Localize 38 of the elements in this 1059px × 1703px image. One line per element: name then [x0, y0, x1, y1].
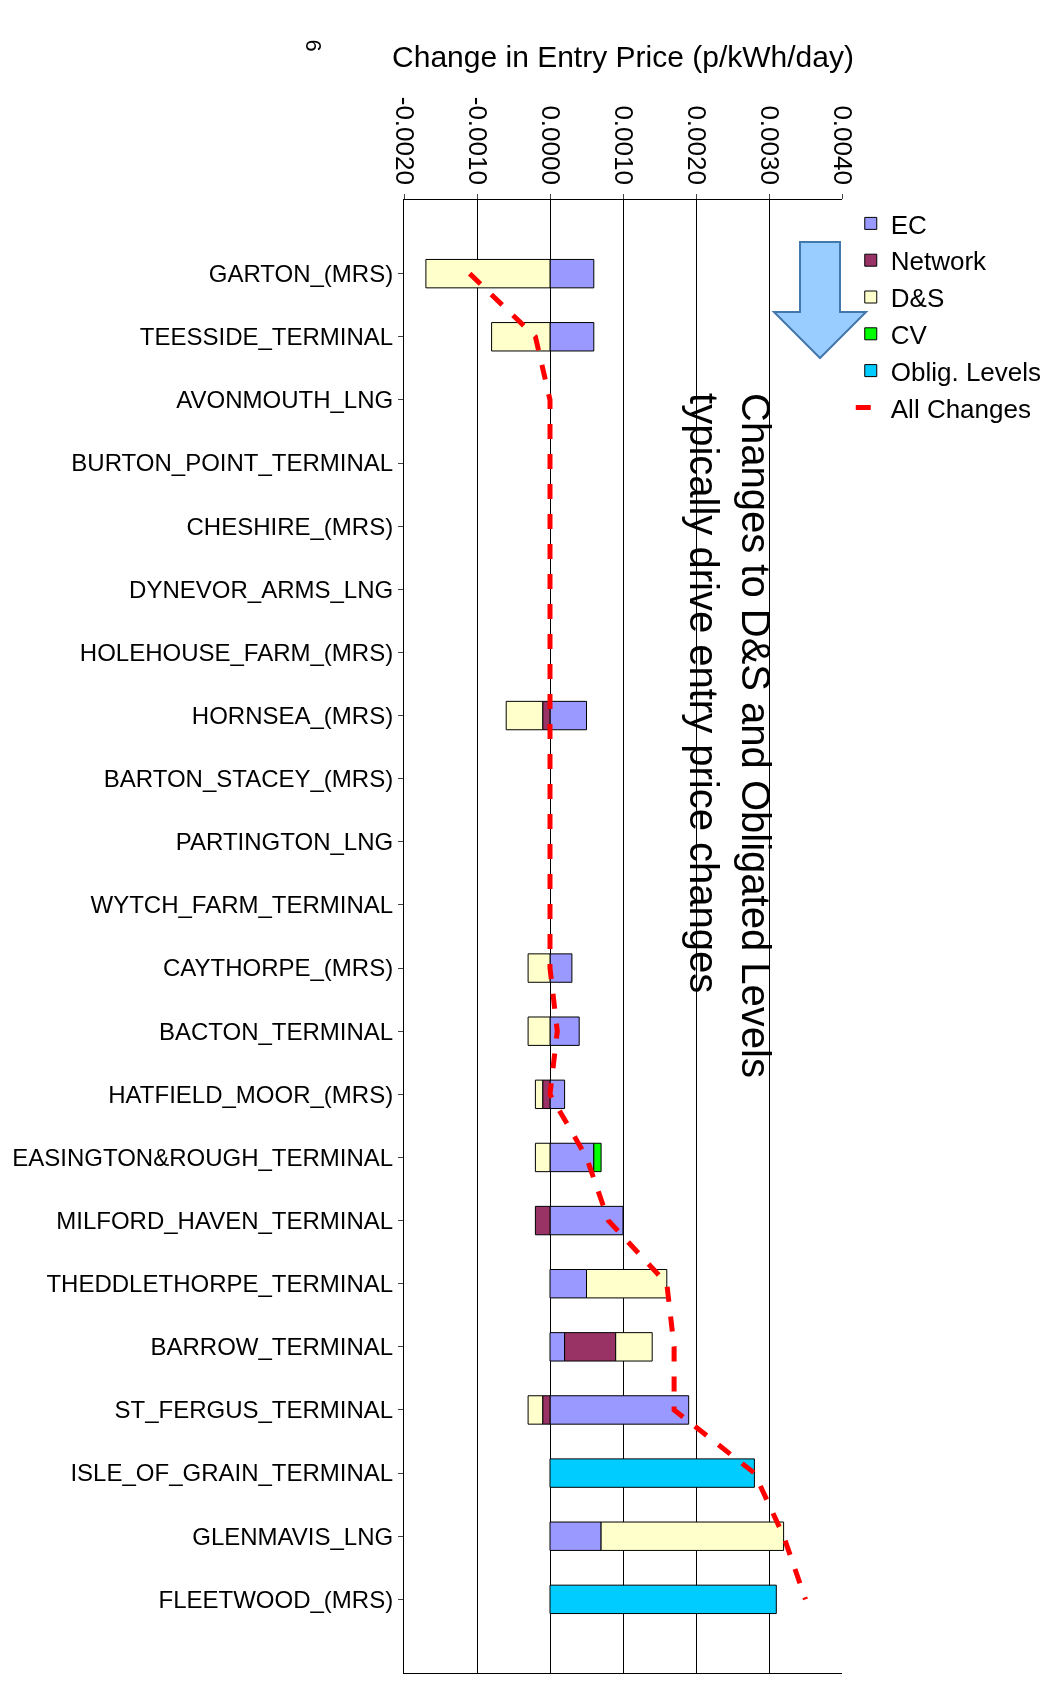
- y-tick-label: TEESSIDE_TERMINAL: [139, 323, 394, 351]
- y-tick-label: CAYTHORPE_(MRS): [162, 954, 394, 982]
- y-tick-label: MILFORD_HAVEN_TERMINAL: [56, 1206, 394, 1234]
- legend-label: Network: [890, 246, 988, 277]
- y-tick-label: HOLEHOUSE_FARM_(MRS): [79, 638, 394, 666]
- x-tick-label: 0.0040: [827, 105, 858, 185]
- y-tick-label: THEDDLETHORPE_TERMINAL: [46, 1270, 394, 1298]
- y-tick-label: FLEETWOOD_(MRS): [158, 1585, 394, 1613]
- legend-label: Oblig. Levels: [890, 356, 1042, 387]
- y-tick-label: ISLE_OF_GRAIN_TERMINAL: [70, 1459, 394, 1487]
- y-tick-label: ST_FERGUS_TERMINAL: [114, 1396, 394, 1424]
- y-tick-label: WYTCH_FARM_TERMINAL: [90, 891, 394, 919]
- x-tick-label: 0.0000: [535, 105, 566, 185]
- y-tick-label: GARTON_(MRS): [208, 260, 394, 288]
- y-tick-label: GLENMAVIS_LNG: [192, 1522, 394, 1550]
- y-tick-label: CHESHIRE_(MRS): [186, 512, 394, 540]
- y-tick-label: BURTON_POINT_TERMINAL: [71, 449, 394, 477]
- y-tick-label: PARTINGTON_LNG: [175, 828, 394, 856]
- x-axis-title: Change in Entry Price (p/kWh/day): [392, 39, 854, 73]
- y-tick-label: HORNSEA_(MRS): [191, 701, 394, 729]
- x-tick-label: 0.0030: [754, 105, 785, 185]
- y-tick-label: BARTON_STACEY_(MRS): [103, 765, 394, 793]
- x-tick-label: -0.0020: [389, 96, 420, 185]
- annotation: Changes to D&S and Obligated Levels typically drive entry price changes: [681, 393, 778, 1078]
- legend-label: EC: [890, 209, 927, 240]
- y-tick-label: HATFIELD_MOOR_(MRS): [108, 1080, 394, 1108]
- y-tick-label: BARROW_TERMINAL: [150, 1333, 394, 1361]
- y-tick-label: AVONMOUTH_LNG: [176, 386, 394, 414]
- x-tick-label: -0.0010: [462, 96, 493, 185]
- y-tick-label: EASINGTON&ROUGH_TERMINAL: [12, 1143, 394, 1171]
- text: 6: [301, 39, 327, 52]
- y-tick-label: BACTON_TERMINAL: [158, 1017, 394, 1045]
- x-tick-label: 0.0010: [608, 105, 639, 185]
- y-tick-label: DYNEVOR_ARMS_LNG: [129, 575, 394, 603]
- x-tick-label: 0.0020: [681, 105, 712, 185]
- legend-label: All Changes: [890, 393, 1031, 424]
- legend-label: D&S: [890, 283, 945, 314]
- legend-label: CV: [890, 319, 928, 350]
